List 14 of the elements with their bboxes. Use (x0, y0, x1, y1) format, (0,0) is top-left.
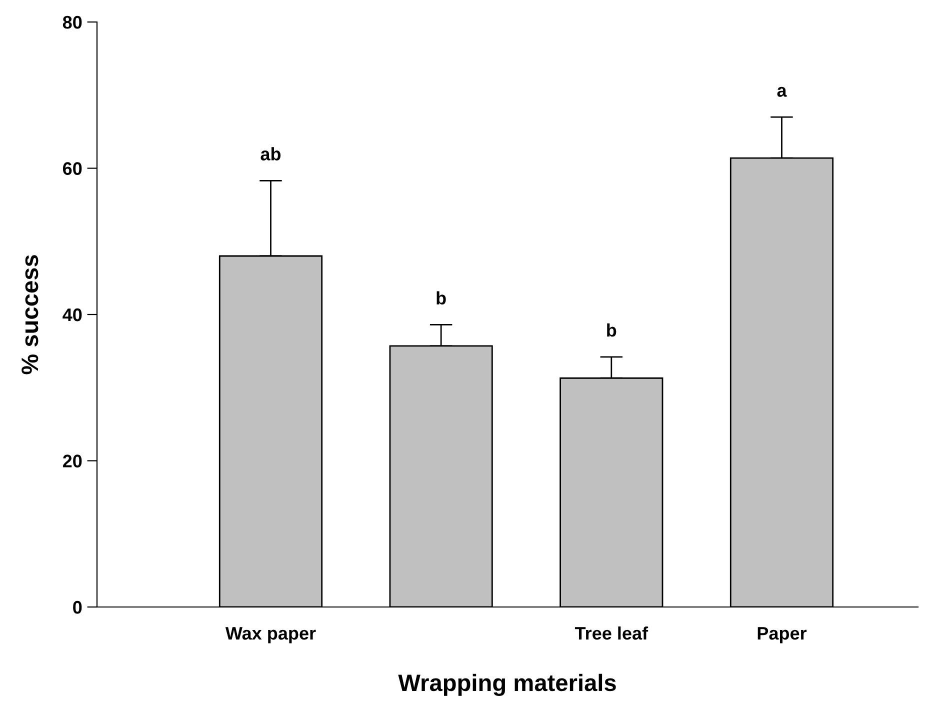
y-tick-label: 0 (73, 600, 82, 614)
x-tick-label: Paper (758, 627, 807, 644)
annotation: b (436, 291, 446, 304)
annotation: a (777, 86, 787, 97)
x-tick-label: Wax paper (225, 627, 316, 644)
annotation: b (607, 323, 616, 337)
y-tick-label: 40 (62, 308, 82, 322)
y-tick-label: 20 (62, 454, 82, 468)
y-tick-label: 60 (62, 162, 82, 175)
annotation: ab (260, 147, 281, 160)
y-tick-label: 80 (62, 16, 82, 29)
y-axis-title: % success (22, 255, 38, 374)
x-axis-title: Wrapping materials (398, 674, 616, 696)
x-tick-label: Tree leaf (574, 626, 648, 640)
